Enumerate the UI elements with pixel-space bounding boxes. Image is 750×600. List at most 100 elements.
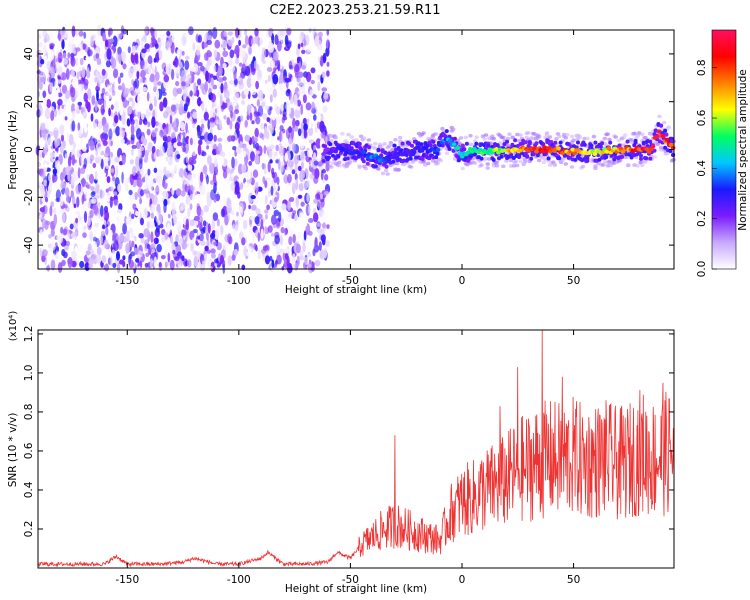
noise-blob [57, 92, 63, 98]
ridge-mid [321, 159, 326, 163]
noise-blob [300, 140, 305, 150]
noise-blob [113, 68, 119, 79]
noise-blob [119, 72, 124, 78]
noise-blob [219, 120, 222, 130]
noise-blob [87, 217, 91, 226]
noise-blob [149, 92, 154, 104]
ridge-mid [428, 143, 433, 148]
ridge-halo [491, 163, 497, 168]
ridge-mid [419, 142, 424, 147]
noise-blob [275, 106, 281, 115]
noise-blob [113, 240, 119, 252]
noise-blob [121, 171, 124, 184]
noise-blob [248, 224, 254, 234]
noise-blob [89, 209, 94, 219]
noise-blob [234, 44, 240, 56]
noise-blob [119, 125, 123, 137]
noise-blob [62, 58, 68, 65]
noise-blob [262, 112, 268, 120]
ridge-mid [663, 128, 668, 133]
noise-blob [173, 142, 179, 149]
noise-blob [244, 35, 249, 46]
noise-blob [186, 179, 190, 187]
noise-blob [125, 196, 131, 201]
noise-blob [122, 260, 126, 268]
noise-blob [315, 138, 322, 149]
ridge-mid [573, 157, 578, 162]
noise-blob [110, 151, 113, 158]
noise-blob [79, 244, 83, 253]
ridge-halo [632, 131, 637, 136]
noise-blob [222, 63, 227, 68]
noise-blob [268, 27, 273, 38]
noise-blob [268, 125, 272, 131]
noise-blob [303, 230, 307, 241]
ridge-mid [648, 139, 653, 144]
noise-blob [268, 42, 274, 53]
noise-blob [94, 184, 100, 192]
noise-blob [224, 214, 229, 226]
colorbar-tick-label: 0.6 [696, 109, 708, 126]
ridge-halo [524, 135, 529, 140]
noise-blob [317, 115, 322, 120]
noise-blob [44, 250, 48, 255]
noise-blob [234, 121, 240, 131]
noise-blob [111, 83, 115, 93]
noise-blob [230, 64, 236, 73]
noise-blob [126, 216, 132, 225]
noise-blob [189, 203, 193, 211]
noise-blob [292, 117, 296, 129]
noise-blob [79, 209, 84, 218]
noise-blob [275, 243, 281, 252]
x-tick-label: 50 [567, 275, 580, 287]
noise-blob [266, 67, 273, 72]
ridge-halo [469, 143, 475, 147]
noise-blob [121, 51, 126, 63]
noise-blob [278, 35, 284, 41]
noise-blob [83, 186, 87, 194]
noise-blob [300, 201, 305, 207]
noise-blob [283, 237, 288, 248]
noise-blob [158, 235, 161, 243]
noise-blob [143, 189, 147, 194]
noise-blob [213, 241, 218, 246]
snr-plot-area [38, 330, 674, 568]
ridge-mid [598, 144, 603, 149]
noise-blob [144, 27, 148, 35]
noise-blob [307, 261, 314, 274]
noise-blob [118, 214, 122, 226]
noise-blob [76, 71, 80, 81]
noise-blob [235, 57, 240, 65]
noise-blob [106, 176, 111, 183]
ridge-mid [468, 154, 473, 159]
spectrogram-y-axis: -40 -20 0 20 40 [23, 47, 674, 254]
noise-blob [200, 209, 204, 217]
noise-blob [284, 77, 291, 83]
noise-blob [61, 104, 64, 110]
noise-blob [60, 226, 64, 234]
noise-blob [105, 164, 109, 170]
noise-blob [86, 156, 91, 165]
noise-blob [308, 218, 314, 223]
ridge-halo [396, 167, 401, 172]
ridge-halo [665, 151, 670, 155]
noise-blob [318, 31, 323, 38]
ridge-mid [349, 146, 354, 151]
noise-blob [127, 105, 133, 115]
noise-blob [250, 195, 256, 200]
noise-blob [169, 259, 175, 271]
noise-blob [106, 156, 110, 162]
noise-blob [117, 183, 122, 193]
noise-blob [230, 181, 236, 191]
noise-blob [284, 152, 289, 162]
noise-blob [83, 225, 87, 230]
noise-blob [320, 193, 324, 200]
noise-blob [209, 162, 215, 175]
noise-blob [196, 205, 202, 217]
ridge-mid [546, 156, 551, 161]
noise-blob [76, 196, 80, 208]
noise-blob [134, 78, 140, 89]
noise-blob [204, 98, 208, 104]
noise-blob [171, 169, 175, 180]
ridge-core [660, 134, 666, 139]
